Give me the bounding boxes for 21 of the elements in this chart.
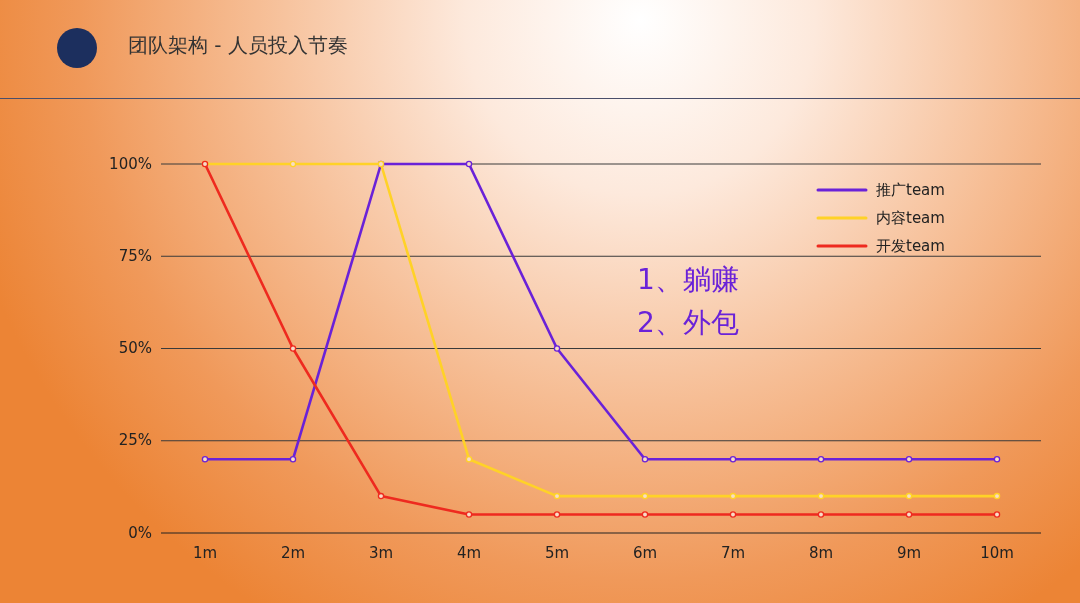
legend-label: 开发team [876, 236, 945, 255]
x-tick-label: 4m [456, 543, 482, 562]
x-tick-label: 10m [980, 543, 1014, 562]
title: 团队架构 - 人员投入节奏 [128, 32, 348, 57]
x-tick-label: 1m [192, 543, 218, 562]
x-tick-label: 7m [720, 543, 746, 562]
x-tick-label: 9m [896, 543, 922, 562]
x-tick-label: 5m [544, 543, 570, 562]
y-tick-label: 25% [118, 431, 152, 450]
annotation: 2、外包 [637, 306, 739, 340]
legend-label: 内容team [876, 208, 945, 227]
y-tick-label: 100% [109, 154, 152, 173]
x-tick-label: 3m [368, 543, 394, 562]
x-tick-label: 8m [808, 543, 834, 562]
legend-label: 推广team [876, 180, 945, 199]
y-tick-label: 75% [118, 246, 152, 265]
y-tick-label: 0% [128, 523, 152, 542]
y-tick-label: 50% [118, 339, 152, 357]
x-tick-label: 2m [280, 543, 306, 562]
annotation: 1、躺赚 [637, 263, 739, 297]
x-tick-label: 6m [632, 543, 658, 562]
